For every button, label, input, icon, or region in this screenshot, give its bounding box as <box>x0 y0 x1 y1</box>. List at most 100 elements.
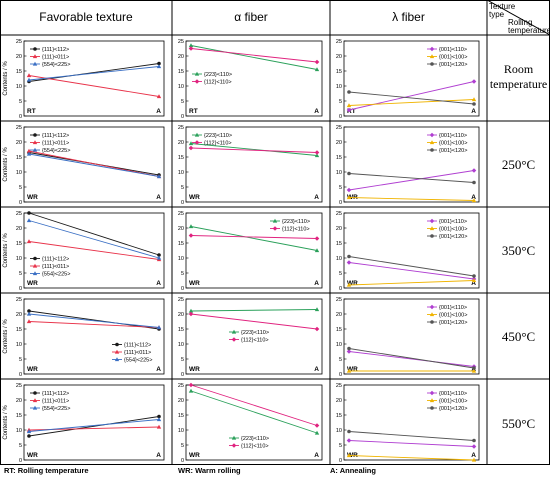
data-point <box>346 187 352 193</box>
data-point <box>472 438 476 443</box>
legend-entry: {001}<120> <box>439 234 467 240</box>
legend-marker <box>429 226 435 231</box>
x-category-label: WR <box>189 366 200 373</box>
legend-entry: {001}<100> <box>439 141 467 147</box>
data-point <box>314 236 320 241</box>
y-tick-label: 20 <box>178 226 184 232</box>
legend-entry: {554}<225> <box>124 358 152 364</box>
y-tick-label: 0 <box>19 286 22 292</box>
y-tick-label: 15 <box>178 241 184 247</box>
y-tick-label: 0 <box>19 372 22 378</box>
y-tick-label: 15 <box>178 69 184 75</box>
data-point <box>471 168 477 173</box>
y-tick-label: 25 <box>336 383 342 389</box>
legend-entry: {554}<225> <box>42 62 70 68</box>
chart-panel: 0 5 10 15 20 25 RT A {223}<110> {112}<110> <box>178 39 323 120</box>
data-point <box>314 150 320 155</box>
legend-marker <box>32 147 38 152</box>
row-label-room-temperature: Room temperature <box>487 62 550 92</box>
y-tick-label: 10 <box>178 342 184 348</box>
data-point <box>314 430 320 435</box>
legend-marker <box>272 218 278 223</box>
footer-wr-note: WR: Warm rolling <box>178 466 241 475</box>
data-point <box>346 438 352 443</box>
series-line <box>28 66 160 81</box>
series-line <box>28 310 160 330</box>
y-tick-label: 25 <box>16 297 22 303</box>
y-tick-label: 25 <box>16 211 22 217</box>
legend-entry: {111}<011> <box>42 399 69 405</box>
legend-marker <box>32 61 38 66</box>
legend-entry: {001}<100> <box>439 399 467 405</box>
y-tick-label: 15 <box>16 69 22 75</box>
series-line <box>190 309 318 312</box>
legend-entry: {112}<110> <box>241 338 269 344</box>
data-point <box>156 417 162 422</box>
legend-marker <box>430 148 434 152</box>
y-tick-label: 15 <box>336 69 342 75</box>
plot-frame <box>23 298 165 375</box>
y-tick-label: 0 <box>339 458 342 464</box>
series-line <box>348 431 475 441</box>
data-point <box>314 423 320 428</box>
data-point <box>472 366 476 370</box>
y-tick-label: 20 <box>16 398 22 404</box>
legend-entry: {001}<110> <box>439 133 467 139</box>
y-axis-label: Contents / % <box>3 405 9 440</box>
y-tick-label: 20 <box>178 140 184 146</box>
data-point <box>347 171 351 176</box>
y-tick-label: 10 <box>16 342 22 348</box>
y-tick-label: 0 <box>181 458 184 464</box>
data-point <box>188 311 194 317</box>
series-line <box>28 220 160 259</box>
y-tick-label: 20 <box>336 312 342 318</box>
row-label-350: 350°C <box>501 243 536 258</box>
y-tick-label: 20 <box>336 140 342 146</box>
legend-marker <box>194 71 200 76</box>
series-line <box>28 75 160 97</box>
legend-entry: {112}<110> <box>204 80 232 86</box>
y-tick-label: 0 <box>19 200 22 206</box>
series-line <box>348 170 475 191</box>
series-line <box>190 48 318 63</box>
data-point <box>27 434 31 438</box>
series-line <box>190 147 318 153</box>
data-point <box>188 308 194 313</box>
legend-marker <box>32 263 38 268</box>
plot-frame <box>23 212 165 289</box>
x-category-label: A <box>471 194 476 201</box>
y-tick-label: 20 <box>336 398 342 404</box>
data-point <box>346 453 352 458</box>
y-tick-label: 20 <box>336 54 342 60</box>
y-tick-label: 25 <box>178 125 184 131</box>
y-tick-label: 25 <box>16 125 22 131</box>
x-category-label: A <box>314 280 319 287</box>
legend-marker <box>231 435 237 440</box>
legend-marker <box>430 62 434 66</box>
data-point <box>156 64 162 69</box>
y-tick-label: 0 <box>339 200 342 206</box>
x-category-label: A <box>314 366 319 373</box>
legend-marker <box>32 140 38 145</box>
data-point <box>471 457 477 462</box>
data-point <box>346 260 352 265</box>
chart-panel: 0 5 10 15 20 25 WR A {223}<110> {112}<110> <box>178 125 323 206</box>
chart-panel: 0 5 10 15 20 25 RT A {001}<110> {001}<100>{001}<1… <box>336 39 480 120</box>
legend-marker <box>33 256 37 261</box>
legend-marker <box>33 47 37 51</box>
y-tick-label: 0 <box>181 372 184 378</box>
legend-entry: {111}<112> <box>42 391 69 397</box>
plot-frame <box>343 212 480 289</box>
series-line <box>190 235 318 239</box>
legend-marker <box>429 304 435 310</box>
data-point <box>347 90 351 94</box>
legend-entry: {111}<011> <box>124 350 151 356</box>
x-category-label: WR <box>189 452 200 459</box>
x-category-label: A <box>156 108 161 115</box>
y-tick-label: 5 <box>19 271 22 277</box>
x-category-label: A <box>471 452 476 459</box>
data-point <box>346 282 352 287</box>
